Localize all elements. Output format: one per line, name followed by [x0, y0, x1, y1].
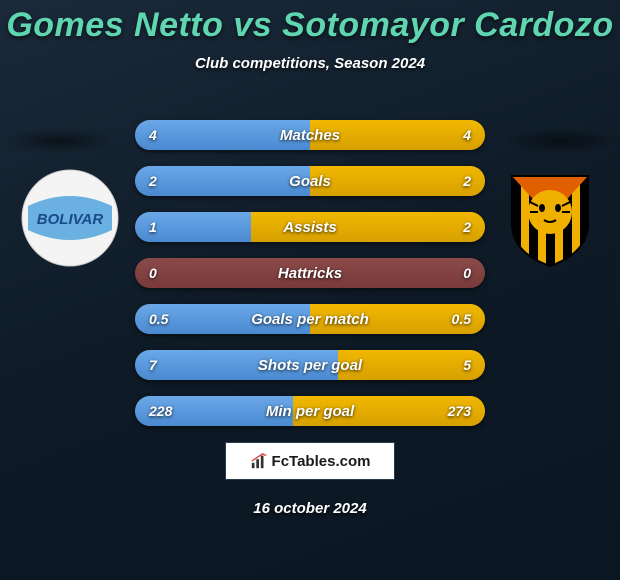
player2-name: Sotomayor Cardozo	[282, 6, 614, 44]
stat-row: 0.50.5Goals per match	[135, 304, 485, 334]
stats-container: 44Matches 22Goals 12Assists 00Hattricks 0.50…	[135, 120, 485, 442]
shadow-left	[2, 128, 117, 154]
strongest-crest-icon	[500, 168, 600, 268]
team-crest-right	[500, 168, 600, 268]
vs-text: vs	[233, 6, 272, 44]
page-title: Gomes Netto vs Sotomayor Cardozo	[0, 0, 620, 45]
brand-text: FcTables.com	[272, 453, 371, 470]
team-crest-left: BOLIVAR	[20, 168, 120, 268]
stat-row: 22Goals	[135, 166, 485, 196]
stat-label: Matches	[135, 120, 485, 150]
stat-label: Goals per match	[135, 304, 485, 334]
shadow-right	[503, 128, 618, 154]
brand-chart-icon	[250, 452, 268, 470]
stat-row: 75Shots per goal	[135, 350, 485, 380]
player1-name: Gomes Netto	[6, 6, 223, 44]
stat-row: 12Assists	[135, 212, 485, 242]
stat-label: Goals	[135, 166, 485, 196]
bolivar-crest-icon: BOLIVAR	[20, 168, 120, 268]
brand-box: FcTables.com	[225, 442, 395, 480]
stat-row: 228273Min per goal	[135, 396, 485, 426]
content: Gomes Netto vs Sotomayor Cardozo Club co…	[0, 0, 620, 580]
stat-label: Hattricks	[135, 258, 485, 288]
subtitle: Club competitions, Season 2024	[0, 55, 620, 72]
stat-row: 44Matches	[135, 120, 485, 150]
stat-label: Shots per goal	[135, 350, 485, 380]
stat-row: 00Hattricks	[135, 258, 485, 288]
crest-text: BOLIVAR	[37, 211, 104, 228]
date-text: 16 october 2024	[0, 500, 620, 517]
stat-label: Assists	[135, 212, 485, 242]
stat-label: Min per goal	[135, 396, 485, 426]
